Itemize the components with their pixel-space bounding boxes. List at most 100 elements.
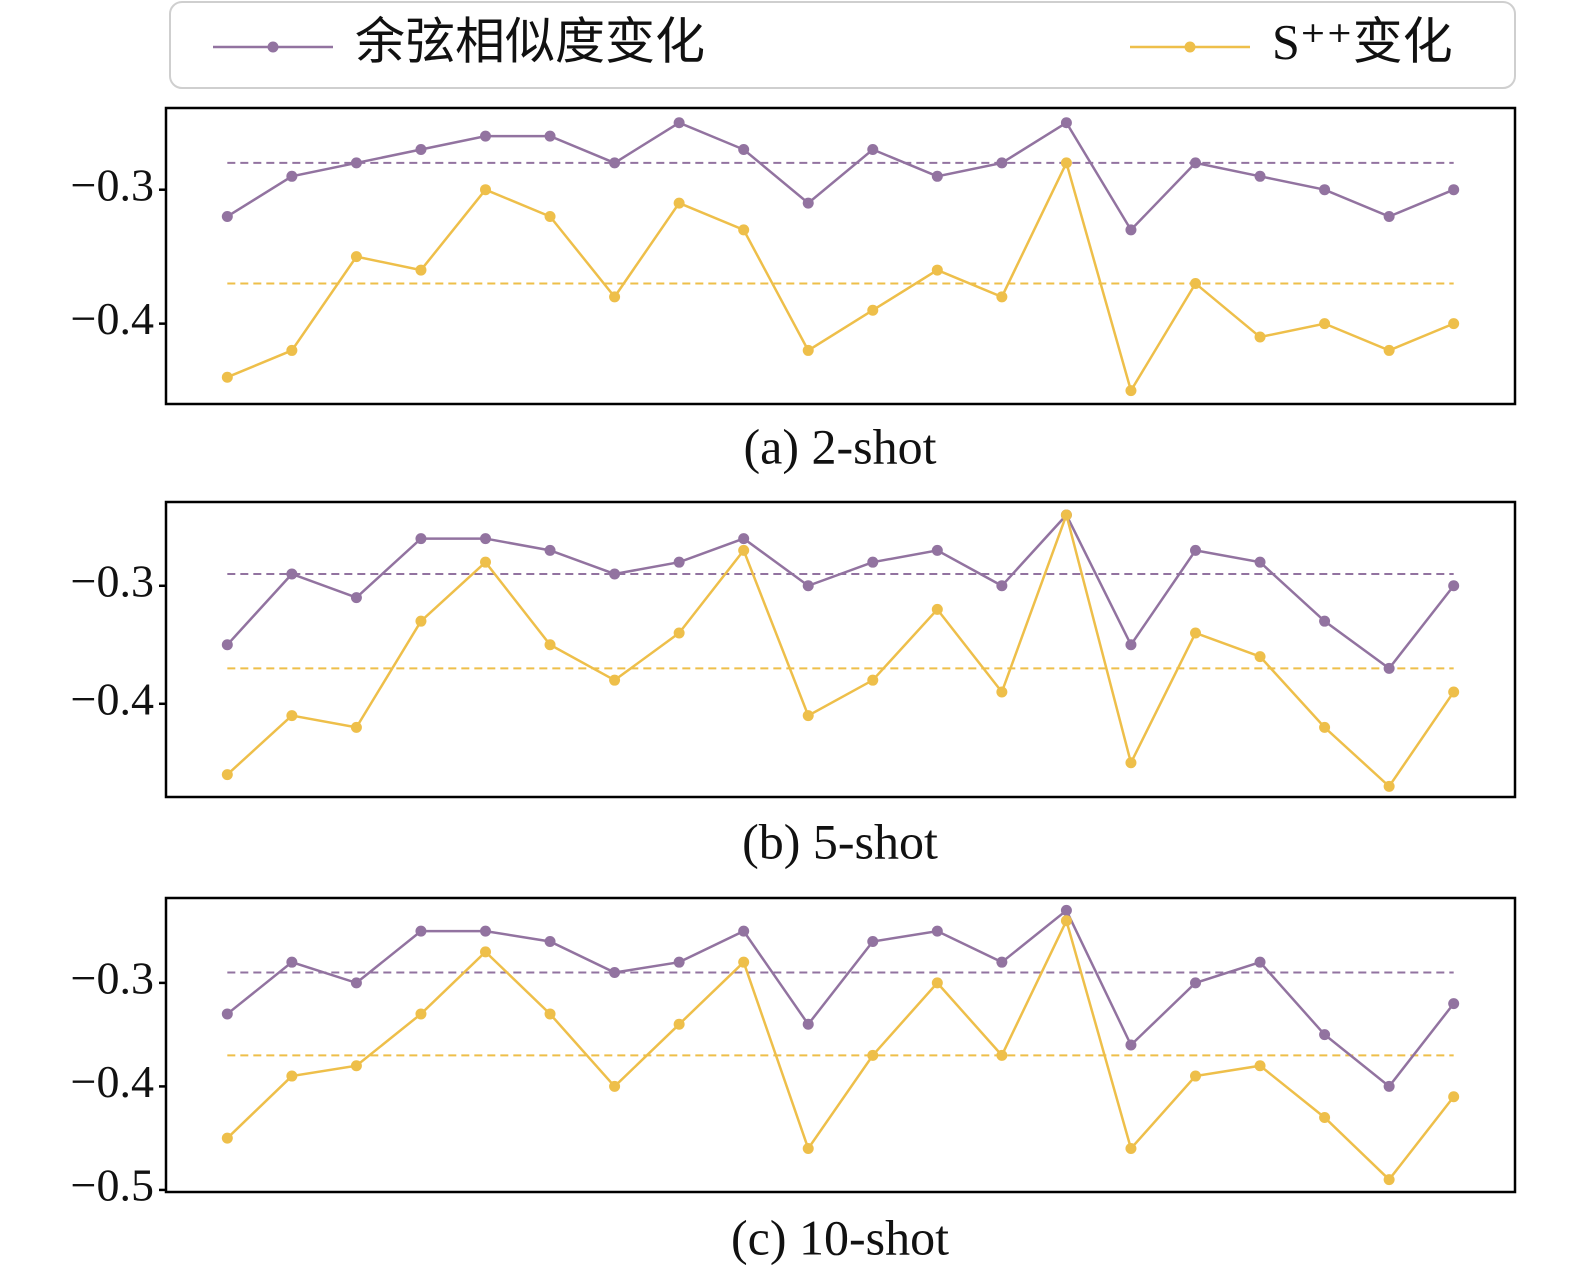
point: [738, 144, 750, 156]
point: [1190, 627, 1201, 639]
point: [1125, 1039, 1137, 1051]
series-line: [226, 917, 1455, 1182]
point: [350, 977, 362, 989]
point: [415, 264, 427, 276]
point: [1254, 651, 1266, 663]
point: [1383, 780, 1395, 792]
point: [609, 568, 621, 580]
point: [544, 130, 556, 142]
point: [996, 580, 1008, 592]
series-line: [226, 159, 1455, 394]
point: [1125, 385, 1137, 397]
point: [802, 580, 814, 592]
point: [1254, 1060, 1266, 1072]
point: [931, 603, 943, 615]
point: [1190, 1070, 1201, 1082]
point: [1125, 1143, 1137, 1155]
point: [350, 157, 362, 169]
point: [1125, 757, 1137, 769]
legend-label: 余弦相似度变化: [355, 13, 705, 69]
point: [1448, 998, 1460, 1010]
legend-marker: [267, 41, 279, 53]
point: [1319, 615, 1331, 627]
point: [1383, 210, 1395, 222]
point: [286, 1070, 298, 1082]
legend-marker: [1184, 41, 1196, 53]
point: [1254, 331, 1266, 343]
point: [286, 568, 298, 580]
point: [1060, 904, 1072, 916]
point: [221, 371, 233, 383]
point: [221, 1008, 233, 1020]
legend-box: [169, 1, 1516, 89]
point: [1383, 344, 1395, 356]
point: [1254, 556, 1266, 568]
point: [609, 674, 621, 686]
point: [480, 556, 491, 568]
point: [1190, 277, 1201, 289]
point: [802, 344, 814, 356]
point: [931, 544, 943, 556]
y-tick-label: −0.5: [71, 1159, 154, 1210]
point: [996, 686, 1008, 698]
y-tick-label: −0.3: [71, 555, 154, 606]
point: [1448, 1091, 1460, 1103]
point: [221, 210, 233, 222]
point: [609, 291, 621, 303]
point: [802, 197, 814, 209]
point: [738, 925, 750, 937]
point: [609, 967, 621, 979]
caption: (b) 5-shot: [742, 813, 938, 869]
point: [221, 639, 233, 651]
point: [221, 1132, 233, 1144]
point: [350, 592, 362, 604]
point: [480, 946, 491, 958]
point: [738, 956, 750, 968]
point: [673, 956, 685, 968]
point: [673, 117, 685, 129]
point: [415, 925, 427, 937]
point: [1448, 318, 1460, 330]
point: [738, 224, 750, 236]
caption: (c) 10-shot: [731, 1209, 949, 1265]
series-line: [226, 121, 1455, 232]
point: [867, 304, 879, 316]
point: [1254, 170, 1266, 182]
y-tick-label: −0.4: [71, 673, 154, 724]
series-line: [226, 512, 1455, 671]
point: [1383, 662, 1395, 674]
axes-frame: [164, 106, 1517, 406]
point: [1448, 686, 1460, 698]
point: [350, 721, 362, 733]
y-tick-label: −0.3: [71, 159, 154, 210]
point: [996, 157, 1008, 169]
point: [1125, 224, 1137, 236]
axes-frame: [164, 896, 1517, 1194]
point: [1060, 157, 1072, 169]
point: [480, 130, 491, 142]
point: [350, 1060, 362, 1072]
point: [544, 1008, 556, 1020]
y-tick-label: −0.3: [71, 952, 154, 1003]
point: [286, 710, 298, 722]
point: [221, 769, 233, 781]
axes-frame: [164, 500, 1517, 799]
point: [1254, 956, 1266, 968]
point: [286, 170, 298, 182]
y-tick-label: −0.4: [71, 1056, 154, 1107]
point: [867, 674, 879, 686]
point: [802, 710, 814, 722]
point: [1319, 184, 1331, 196]
point: [480, 925, 491, 937]
point: [738, 544, 750, 556]
point: [1319, 318, 1331, 330]
point: [1190, 157, 1201, 169]
point: [931, 264, 943, 276]
point: [867, 144, 879, 156]
point: [867, 1049, 879, 1061]
point: [1383, 1080, 1395, 1092]
point: [1448, 580, 1460, 592]
point: [931, 170, 943, 182]
point: [350, 251, 362, 263]
y-tick-label: −0.4: [71, 293, 154, 344]
